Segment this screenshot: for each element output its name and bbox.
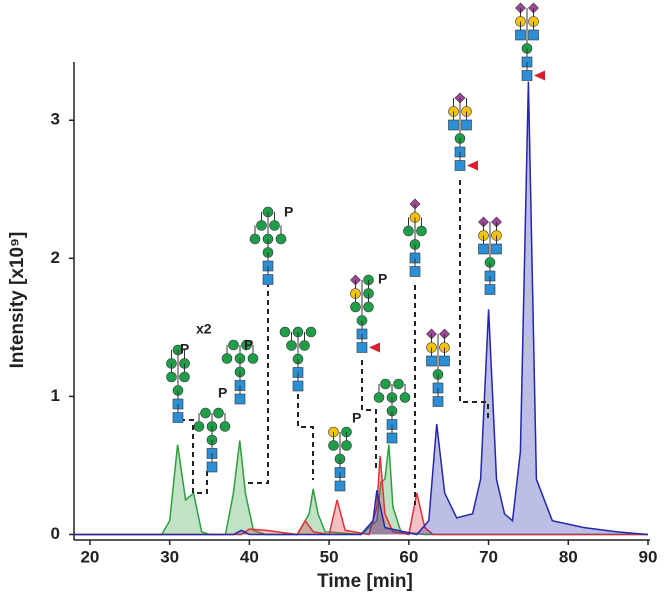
glycan-mannose [341, 440, 352, 451]
trace-line [74, 440, 648, 536]
glycan-glcnac [234, 393, 246, 405]
glycan-mannose [279, 326, 291, 338]
x-tick-label: 90 [639, 547, 658, 566]
connector [297, 385, 314, 480]
glycan-glcnac [292, 380, 304, 392]
x-tick-label: 50 [320, 547, 339, 566]
annotation: P [180, 341, 189, 357]
glycan-glcnac [515, 29, 526, 41]
glycan-glcnac [432, 396, 444, 407]
glycan-glcnac [454, 160, 466, 171]
annotation: P [378, 271, 387, 287]
glycan-mannose [416, 225, 427, 237]
glycan-mannose [286, 340, 297, 351]
glycan-glcnac [521, 70, 533, 81]
glycan-mannose [256, 220, 267, 231]
glycan-glcnac [386, 432, 398, 444]
glycan-mannose [350, 301, 361, 313]
glycan-glcnac [439, 355, 450, 367]
trace-area [74, 81, 648, 535]
glycan-glcnac [448, 119, 459, 131]
glycan-mannose [219, 421, 231, 432]
annotation: P [284, 204, 293, 220]
glycan-mannose [228, 339, 239, 351]
glycan-glcnac [356, 342, 368, 353]
connector [361, 360, 377, 470]
glycan-mannose [166, 371, 177, 383]
glycan-glcnac [262, 274, 274, 285]
glycan-mannose [305, 326, 317, 338]
glycan-mannose [275, 233, 287, 245]
glycan-glcnac [484, 284, 496, 295]
glycan-glcnac [409, 266, 421, 277]
connector [248, 285, 269, 484]
glycan-mannose [200, 407, 211, 419]
glycan-mannose [393, 378, 404, 390]
glycan-fucose [369, 342, 380, 353]
glycan-glcnac [491, 243, 502, 255]
glycan-mannose [299, 340, 310, 351]
glycan-glcnac [334, 480, 346, 492]
x-tick-label: 40 [240, 547, 259, 566]
connector [459, 180, 489, 420]
connector [180, 419, 208, 494]
glycan-mannose [249, 233, 261, 245]
x-tick-label: 20 [80, 547, 99, 566]
glycan-mannose [221, 353, 233, 364]
glycan-glcnac [172, 412, 184, 423]
trace-line [74, 81, 649, 536]
trace-area [74, 440, 648, 535]
annotation: P [352, 410, 361, 426]
annotation: P [244, 337, 253, 353]
annotation: P [218, 385, 227, 401]
glycan-mannose [179, 371, 190, 383]
trace-line [74, 455, 648, 536]
y-tick-label: 1 [51, 386, 60, 405]
glycan-glcnac [528, 29, 539, 41]
glycan-mannose [380, 378, 391, 390]
annotation: x2 [196, 321, 212, 337]
glycan-mannose [193, 421, 205, 432]
x-tick-label: 70 [479, 547, 498, 566]
glycan-glcnac [426, 355, 437, 367]
glycan-mannose [213, 407, 224, 419]
glycan-glcnac [206, 461, 218, 473]
glycan-mannose [373, 392, 385, 403]
glycan-mannose [399, 392, 411, 403]
glycan-fucose [534, 70, 545, 81]
x-axis-label: Time [min] [317, 571, 413, 592]
glycan-mannose [241, 339, 252, 351]
y-axis-label: Intensity [x10⁹] [7, 232, 28, 369]
y-tick-label: 0 [51, 524, 60, 543]
glycan-mannose [328, 440, 339, 451]
x-tick-label: 30 [160, 547, 179, 566]
y-tick-label: 2 [51, 248, 60, 267]
y-tick-label: 3 [51, 110, 60, 129]
glycan-mannose [403, 225, 414, 237]
glycan-mannose [363, 301, 374, 313]
glycan-glcnac [478, 243, 489, 255]
glycan-mannose [269, 220, 280, 231]
x-tick-label: 80 [559, 547, 578, 566]
glycan-fucose [467, 160, 478, 171]
glycan-mannose [247, 353, 259, 364]
x-tick-label: 60 [399, 547, 418, 566]
glycan-glcnac [461, 119, 472, 131]
